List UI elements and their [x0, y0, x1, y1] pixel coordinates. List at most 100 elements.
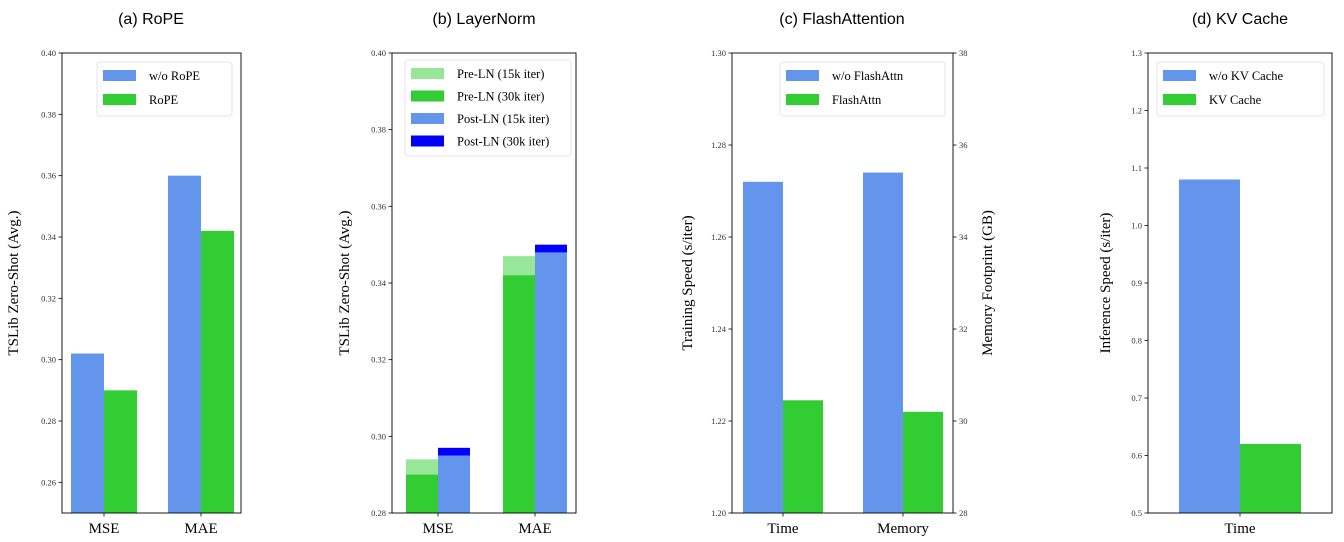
x-tick-label: Memory — [877, 521, 929, 537]
y-tick-label: 0.34 — [371, 278, 387, 288]
panel-title: (d) KV Cache — [1192, 11, 1288, 28]
x-tick-label: MAE — [184, 521, 217, 537]
bar — [1179, 179, 1240, 513]
bar-pre-ln-mae — [503, 275, 535, 513]
y-axis-label: TSLib Zero-Shot (Avg.) — [337, 210, 353, 355]
legend-swatch — [411, 90, 444, 102]
x-tick-label: MSE — [89, 521, 120, 537]
y-tick-label: 0.7 — [1131, 393, 1142, 403]
y-tick-label: 0.28 — [371, 508, 386, 518]
legend: w/o KV Cache KV Cache — [1156, 61, 1325, 117]
legend-swatch — [103, 70, 136, 81]
y-tick-label: 0.8 — [1131, 336, 1142, 346]
y-tick-label: 1.28 — [711, 140, 726, 150]
legend-label: RoPE — [149, 93, 179, 107]
y-axis-label: TSLib Zero-Shot (Avg.) — [6, 210, 22, 355]
axes-frame — [61, 52, 242, 514]
y2-tick-label: 30 — [959, 416, 968, 426]
bar — [71, 353, 104, 513]
panel-4: (d) KV Cache Time 0.5 0.6 0.7 0.8 0.9 1.0 1.1 1.2… — [1098, 11, 1333, 537]
y-tick-label: 1.2 — [1131, 106, 1142, 116]
bar — [863, 172, 903, 513]
y-tick-label: 0.38 — [371, 125, 386, 135]
y2-tick-label: 36 — [959, 140, 968, 150]
x-tick-label: Time — [767, 521, 798, 537]
y2-tick-label: 32 — [959, 324, 968, 334]
legend: w/o RoPE RoPE — [96, 61, 233, 117]
y2-tick-label: 28 — [959, 508, 968, 518]
y-tick-label: 1.24 — [711, 324, 727, 334]
legend-swatch — [786, 94, 819, 105]
panel-2: (b) LayerNorm MSE MAE 0.28 0.30 0.32 0.34 0.36 0… — [337, 11, 577, 537]
bar — [783, 400, 823, 513]
y-tick-label: 1.30 — [711, 48, 726, 58]
y-tick-label: 0.30 — [41, 355, 56, 365]
panel-1: (a) RoPE MSE MAE 0.26 0.28 0.30 0.32 0.34 0.36 0.… — [6, 11, 242, 537]
y-tick-label: 0.32 — [41, 293, 56, 303]
x-tick-label: MAE — [518, 521, 551, 537]
legend-label: Pre-LN (15k iter) — [457, 67, 544, 81]
y-tick-label: 1.0 — [1131, 221, 1142, 231]
legend-label: FlashAttn — [832, 93, 882, 107]
legend-label: w/o KV Cache — [1209, 69, 1284, 83]
x-tick-label: Time — [1224, 521, 1255, 537]
panel-3: (c) FlashAttention Time Memory 1.20 1.22 1.24… — [680, 11, 996, 537]
y-tick-label: 0.36 — [371, 201, 386, 211]
y-tick-label: 0.30 — [371, 431, 386, 441]
panel-title: (a) RoPE — [118, 11, 184, 28]
bar-pre-ln-mse — [406, 474, 438, 513]
legend-swatch — [411, 68, 444, 79]
legend-swatch — [411, 135, 444, 147]
legend-label: Post-LN (30k iter) — [457, 135, 549, 149]
y-tick-label: 0.36 — [41, 171, 56, 181]
y-axis-label: Training Speed (s/iter) — [680, 215, 696, 350]
legend-swatch — [1163, 70, 1196, 81]
y-tick-label: 0.26 — [41, 477, 56, 487]
legend-swatch — [103, 94, 136, 105]
panel-title: (c) FlashAttention — [779, 11, 904, 28]
axes-frame — [731, 52, 954, 514]
bar — [104, 390, 137, 513]
y2-tick-label: 38 — [959, 48, 968, 58]
y-tick-label: 1.22 — [711, 416, 726, 426]
y2-axis-label: Memory Footprint (GB) — [980, 210, 996, 356]
y-tick-label: 1.26 — [711, 232, 726, 242]
legend: Pre-LN (15k iter) Pre-LN (30k iter) Post-L… — [404, 59, 572, 157]
bar-post-ln-mae — [535, 252, 567, 514]
y-tick-label: 0.34 — [41, 232, 57, 242]
legend-box — [404, 59, 572, 157]
y-tick-label: 0.5 — [1131, 508, 1142, 518]
y-tick-label: 0.28 — [41, 416, 56, 426]
legend-box — [1156, 61, 1325, 117]
y-tick-label: 0.38 — [41, 109, 56, 119]
bar — [743, 181, 783, 514]
bar-post-ln-mse — [438, 455, 470, 513]
y-tick-label: 1.1 — [1131, 163, 1142, 173]
legend-box — [779, 61, 946, 117]
legend-swatch — [786, 70, 819, 81]
bar — [903, 411, 943, 513]
legend: w/o FlashAttn FlashAttn — [779, 61, 946, 117]
y-tick-label: 0.40 — [41, 48, 56, 58]
y2-tick-label: 34 — [959, 232, 968, 242]
legend-label: Post-LN (15k iter) — [457, 112, 549, 126]
y-tick-label: 0.9 — [1131, 278, 1142, 288]
legend-label: w/o RoPE — [149, 69, 200, 83]
legend-label: KV Cache — [1209, 93, 1262, 107]
y-tick-label: 0.6 — [1131, 451, 1142, 461]
legend-swatch — [1163, 94, 1196, 105]
y-tick-label: 1.3 — [1131, 48, 1142, 58]
bar — [1240, 444, 1301, 513]
legend-label: Pre-LN (30k iter) — [457, 90, 544, 104]
x-tick-label: MSE — [423, 521, 454, 537]
y-tick-label: 1.20 — [711, 508, 726, 518]
legend-swatch — [411, 113, 444, 124]
panel-title: (b) LayerNorm — [432, 11, 535, 28]
bar — [168, 175, 201, 513]
y-tick-label: 0.32 — [371, 355, 386, 365]
y-axis-label: Inference Speed (s/iter) — [1098, 213, 1114, 354]
bar — [201, 230, 234, 513]
y-tick-label: 0.40 — [371, 48, 386, 58]
legend-label: w/o FlashAttn — [832, 69, 904, 83]
